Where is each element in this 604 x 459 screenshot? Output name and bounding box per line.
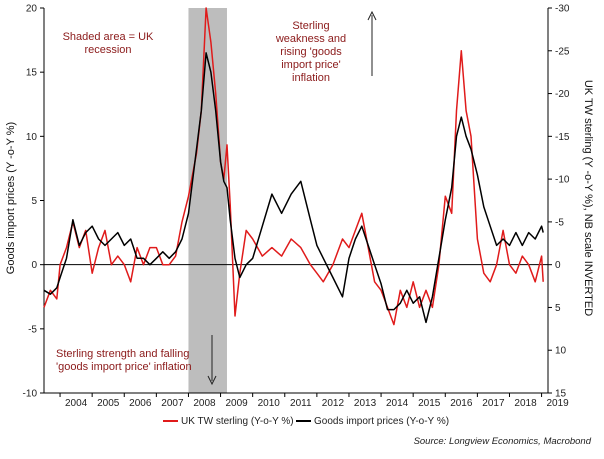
y-right-tick-label: 15 xyxy=(555,389,567,400)
annotation-recession: recession xyxy=(84,44,131,56)
x-tick-label: 2008 xyxy=(193,398,216,409)
y-left-tick-label: 10 xyxy=(26,132,38,143)
recession-band xyxy=(188,8,227,393)
y-left-tick-label: 0 xyxy=(31,260,37,271)
x-tick-label: 2017 xyxy=(482,398,505,409)
x-tick-label: 2009 xyxy=(225,398,248,409)
y-right-tick-label: 5 xyxy=(555,303,561,314)
x-tick-label: 2011 xyxy=(290,398,312,409)
x-tick-label: 2006 xyxy=(129,398,152,409)
y-right-tick-label: -5 xyxy=(555,217,564,228)
y-left-tick-label: 20 xyxy=(26,4,38,15)
legend-label-imports: Goods import prices (Y-o-Y %) xyxy=(314,416,449,427)
annotation-sterling-weakness: weakness and xyxy=(275,33,346,45)
recession-layer xyxy=(188,8,227,393)
y-left-tick-label: -10 xyxy=(23,389,38,400)
x-tick-label: 2015 xyxy=(418,398,441,409)
y-right-tick-label: 0 xyxy=(555,260,561,271)
y-right-tick-label: -25 xyxy=(555,46,570,57)
y-right-tick-label: 10 xyxy=(555,346,567,357)
annotation-sterling-weakness: Sterling xyxy=(292,20,329,32)
legend-label-sterling: UK TW sterling (Y-o-Y %) xyxy=(181,416,294,427)
series-layer xyxy=(43,7,544,326)
x-tick-label: 2013 xyxy=(354,398,377,409)
y-left-tick-label: -5 xyxy=(28,324,37,335)
x-tick-label: 2005 xyxy=(97,398,120,409)
annotation-sterling-weakness: import price' xyxy=(281,59,341,71)
source-note: Source: Longview Economics, Macrobond xyxy=(414,436,592,447)
x-tick-label: 2010 xyxy=(258,398,281,409)
x-tick-label: 2018 xyxy=(514,398,537,409)
y-left-tick-label: 5 xyxy=(31,196,37,207)
x-tick-label: 2007 xyxy=(161,398,184,409)
annotation-recession: Shaded area = UK xyxy=(63,31,154,43)
y-right-tick-label: -10 xyxy=(555,175,570,186)
arrow-down-head xyxy=(207,375,217,386)
tick-layer: 20151050-5-10-30-25-20-15-10-50510152004… xyxy=(23,4,570,410)
y-axis-right-title: UK TW sterling (Y -o-Y %), NB scale INVE… xyxy=(582,80,594,316)
x-tick-label: 2004 xyxy=(65,398,88,409)
x-tick-label: 2016 xyxy=(450,398,473,409)
y-right-tick-label: -20 xyxy=(555,89,570,100)
x-tick-label: 2012 xyxy=(322,398,345,409)
annotation-sterling-strength: Sterling strength and falling xyxy=(56,348,189,360)
y-right-tick-label: -15 xyxy=(555,132,570,143)
arrow-up-head xyxy=(367,10,377,21)
y-left-tick-label: 15 xyxy=(26,68,38,79)
series-line-imports xyxy=(43,52,544,324)
x-tick-label: 2019 xyxy=(547,398,570,409)
annotation-sterling-weakness: rising 'goods xyxy=(280,46,342,58)
legend: UK TW sterling (Y-o-Y %) Goods import pr… xyxy=(163,416,449,427)
y-right-tick-label: -30 xyxy=(555,4,570,15)
series-line-sterling xyxy=(43,7,544,326)
y-axis-left-title: Goods import prices (Y -o-Y %) xyxy=(5,122,17,274)
annotation-sterling-weakness: inflation xyxy=(292,72,330,84)
x-tick-label: 2014 xyxy=(386,398,409,409)
annotation-sterling-strength: 'goods import price' inflation xyxy=(56,361,192,373)
